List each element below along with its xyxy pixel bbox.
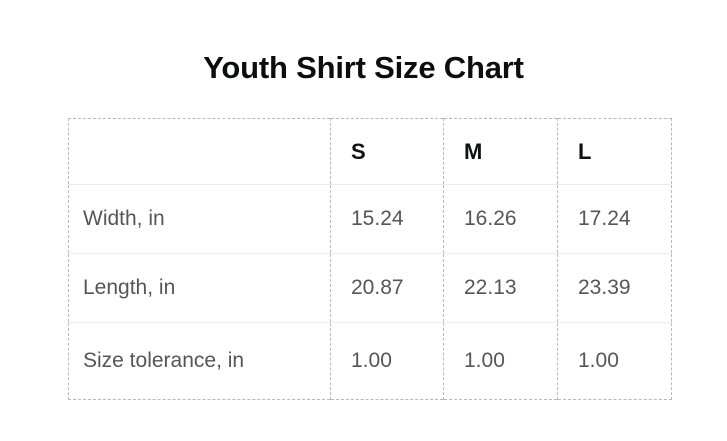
row-label: Length, in <box>68 253 331 323</box>
cell-value: 17.24 <box>557 184 672 254</box>
row-label: Width, in <box>68 184 331 254</box>
column-header-l: L <box>557 118 672 185</box>
column-header-s: S <box>330 118 444 185</box>
table-row-length: Length, in 20.87 22.13 23.39 <box>68 253 672 323</box>
column-header-m: M <box>443 118 558 185</box>
size-chart-table: S M L Width, in 15.24 16.26 17.24 Length… <box>68 118 672 400</box>
cell-value: 15.24 <box>330 184 444 254</box>
page-title: Youth Shirt Size Chart <box>203 50 524 85</box>
cell-value: 23.39 <box>557 253 672 323</box>
table-row-size-tolerance: Size tolerance, in 1.00 1.00 1.00 <box>68 322 672 400</box>
cell-value: 1.00 <box>443 322 558 400</box>
cell-value: 20.87 <box>330 253 444 323</box>
cell-value: 22.13 <box>443 253 558 323</box>
header-row: S M L <box>69 118 672 185</box>
table-row-width: Width, in 15.24 16.26 17.24 <box>68 184 672 254</box>
cell-value: 16.26 <box>443 184 558 254</box>
cell-value: 1.00 <box>330 322 444 400</box>
column-header-empty <box>69 119 331 185</box>
cell-value: 1.00 <box>557 322 672 400</box>
row-label: Size tolerance, in <box>68 322 331 400</box>
